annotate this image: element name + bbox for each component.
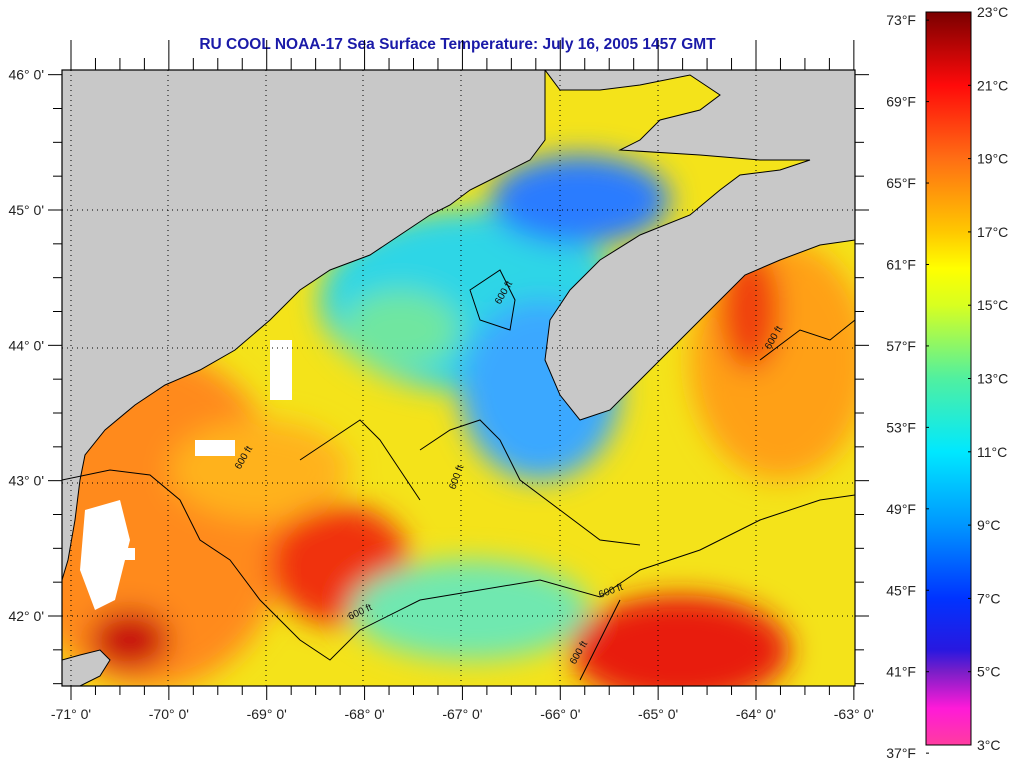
colorbar-f-label: 73°F bbox=[886, 12, 916, 28]
colorbar-fahrenheit-labels: 73°F 69°F 65°F 61°F 57°F 53°F 49°F 45°F 41°F 37°F bbox=[886, 12, 929, 761]
colorbar-c-label: 7°C bbox=[977, 590, 1001, 606]
contour-600ft bbox=[469, 269, 516, 331]
cloud-patch bbox=[270, 340, 292, 400]
sst-cool-green bbox=[340, 290, 460, 370]
sst-warm-mid bbox=[170, 420, 350, 520]
contour-600ft bbox=[299, 419, 421, 501]
contour-600ft bbox=[62, 469, 855, 661]
x-tick-label: -67° 0' bbox=[442, 706, 482, 722]
map-frame bbox=[61, 69, 856, 687]
x-tick-label: -69° 0' bbox=[247, 706, 287, 722]
x-tick-label: -65° 0' bbox=[638, 706, 678, 722]
x-tick-label: -71° 0' bbox=[51, 706, 91, 722]
colorbar-c-label: 17°C bbox=[977, 224, 1008, 240]
colorbar-c-label: 13°C bbox=[977, 371, 1008, 387]
map-plot-area: 600 ft 600 ft 600 ft 600 ft 600 ft 600 f… bbox=[62, 70, 855, 686]
land bbox=[62, 70, 855, 686]
colorbar: 73°F 69°F 65°F 61°F 57°F 53°F 49°F 45°F 41°F 37°F… bbox=[886, 4, 1008, 761]
sst-hot-capecod bbox=[90, 610, 170, 670]
sst-cool-south bbox=[350, 560, 590, 660]
colorbar-celsius-labels: 23°C 21°C 19°C 17°C 15°C 13°C 11°C 9°C 7°C 5°C 3°C bbox=[968, 4, 1008, 753]
x-tick-label: -64° 0' bbox=[736, 706, 776, 722]
colorbar-f-label: 53°F bbox=[886, 419, 916, 435]
land-cape-cod bbox=[62, 649, 111, 686]
colorbar-f-label: 49°F bbox=[886, 501, 916, 517]
colorbar-c-label: 21°C bbox=[977, 77, 1008, 93]
y-tick-label: 42° 0' bbox=[8, 608, 44, 624]
contour-600ft bbox=[759, 319, 855, 361]
x-axis-ticks: -71° 0' -70° 0' -69° 0' -68° 0' -67° 0' -66° … bbox=[51, 40, 874, 722]
y-tick-label: 45° 0' bbox=[8, 202, 44, 218]
cloud-patches bbox=[80, 340, 292, 610]
colorbar-c-label: 23°C bbox=[977, 4, 1008, 20]
depth-contours bbox=[62, 269, 855, 681]
sst-cold-fundy bbox=[490, 155, 670, 245]
colorbar-f-label: 69°F bbox=[886, 94, 916, 110]
colorbar-c-label: 9°C bbox=[977, 517, 1001, 533]
colorbar-bar bbox=[925, 11, 972, 746]
colorbar-c-label: 19°C bbox=[977, 151, 1008, 167]
contour-600ft bbox=[579, 599, 621, 681]
x-tick-label: -63° 0' bbox=[834, 706, 874, 722]
colorbar-f-label: 37°F bbox=[886, 745, 916, 761]
colorbar-f-label: 61°F bbox=[886, 256, 916, 272]
y-axis-ticks: 46° 0' 45° 0' 44° 0' 43° 0' 42° 0' bbox=[8, 67, 869, 685]
colorbar-f-label: 65°F bbox=[886, 175, 916, 191]
colorbar-f-label: 41°F bbox=[886, 664, 916, 680]
land-new-england bbox=[62, 70, 546, 581]
cloud-patch bbox=[105, 548, 135, 560]
x-tick-label: -66° 0' bbox=[540, 706, 580, 722]
x-tick-label: -68° 0' bbox=[344, 706, 384, 722]
land-nova-scotia bbox=[544, 70, 855, 421]
graticule bbox=[62, 70, 855, 686]
map-title: RU COOL NOAA-17 Sea Surface Temperature:… bbox=[199, 36, 716, 53]
colorbar-c-label: 15°C bbox=[977, 297, 1008, 313]
x-tick-label: -70° 0' bbox=[149, 706, 189, 722]
y-tick-label: 44° 0' bbox=[8, 337, 44, 353]
colorbar-c-label: 3°C bbox=[977, 737, 1001, 753]
colorbar-f-label: 45°F bbox=[886, 582, 916, 598]
sst-hot-south bbox=[570, 595, 790, 686]
colorbar-f-label: 57°F bbox=[886, 338, 916, 354]
cloud-patch bbox=[195, 440, 235, 456]
colorbar-c-label: 5°C bbox=[977, 664, 1001, 680]
y-tick-label: 43° 0' bbox=[8, 473, 44, 489]
sst-field bbox=[62, 155, 855, 686]
colorbar-c-label: 11°C bbox=[977, 444, 1007, 460]
contour-600ft bbox=[419, 419, 641, 546]
y-tick-label: 46° 0' bbox=[8, 67, 44, 83]
